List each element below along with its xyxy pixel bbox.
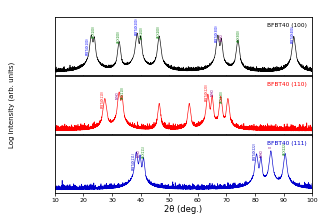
Text: LAO(222): LAO(222) <box>282 142 286 155</box>
Text: LAO(111): LAO(111) <box>142 145 146 158</box>
Text: LSMO: LSMO <box>116 92 120 99</box>
Text: BFBT40(222): BFBT40(222) <box>253 142 257 160</box>
Text: O: O <box>269 146 273 148</box>
Text: LAO(100): LAO(100) <box>116 30 120 43</box>
Text: LAO(110): LAO(110) <box>121 86 125 99</box>
Text: LAO(200): LAO(200) <box>139 26 144 39</box>
Text: BFBT40(200): BFBT40(200) <box>134 17 138 35</box>
Text: BFBT40(110): BFBT40(110) <box>101 90 105 108</box>
Text: BFBT40 (111): BFBT40 (111) <box>268 141 307 146</box>
X-axis label: 2θ (deg.): 2θ (deg.) <box>165 205 203 214</box>
Text: LAO(220): LAO(220) <box>220 90 224 103</box>
Text: LAO(100): LAO(100) <box>91 26 95 38</box>
Text: LAO(300): LAO(300) <box>237 29 241 42</box>
Text: BFBT40(300): BFBT40(300) <box>214 24 218 42</box>
Text: BFBT40(400): BFBT40(400) <box>290 25 294 43</box>
Text: LSMO: LSMO <box>137 150 141 157</box>
Text: BFBT40 (110): BFBT40 (110) <box>267 82 307 87</box>
Text: LAO(200): LAO(200) <box>156 25 160 37</box>
Text: BFBT40(220): BFBT40(220) <box>204 83 208 101</box>
Text: BFBT40 (100): BFBT40 (100) <box>267 23 307 28</box>
Text: Log intensity (arb. units): Log intensity (arb. units) <box>8 61 14 148</box>
Text: LSMO: LSMO <box>260 149 263 157</box>
Text: BFBT40(111): BFBT40(111) <box>131 152 136 170</box>
Text: BFBT40(100): BFBT40(100) <box>86 37 90 55</box>
Text: LSMO: LSMO <box>211 89 215 96</box>
Text: LSMO: LSMO <box>220 34 224 41</box>
